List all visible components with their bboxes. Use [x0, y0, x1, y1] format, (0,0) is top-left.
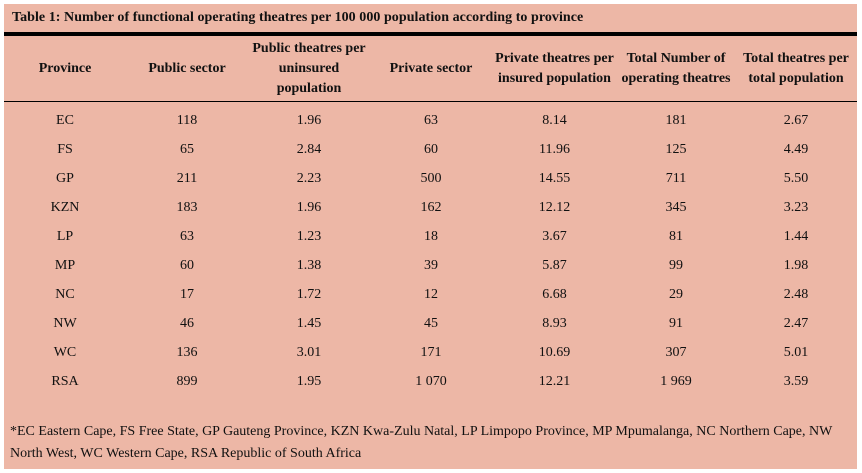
cell-public-sector: 60	[180, 258, 194, 273]
cell-public-sector: 63	[180, 229, 194, 244]
table-footnote: *EC Eastern Cape, FS Free State, GP Gaut…	[10, 424, 833, 461]
cell-total-theatres: 125	[665, 142, 687, 157]
header-province: Province	[38, 60, 92, 76]
cell-province: LP	[56, 229, 74, 244]
cell-public-sector: 46	[180, 316, 194, 331]
cell-total-per-population: 2.48	[783, 287, 809, 302]
cell-province: NW	[53, 316, 77, 331]
cell-private-per-insured: 10.69	[538, 345, 571, 360]
header-row: Province Public sector Public theatres p…	[4, 36, 857, 101]
cell-province: KZN	[50, 200, 80, 215]
cell-private-per-insured: 3.67	[542, 229, 567, 244]
header-rule	[4, 101, 857, 102]
cell-private-sector: 1 070	[415, 374, 447, 389]
header-public-per-uninsured: Public theatres per uninsured population	[252, 40, 366, 96]
cell-total-theatres: 81	[669, 229, 683, 244]
table-row: NW 46 1.45 45 8.93 91 2.47	[4, 309, 857, 338]
cell-total-theatres: 29	[669, 287, 683, 302]
cell-total-per-population: 5.50	[783, 171, 809, 186]
cell-total-theatres: 307	[665, 345, 687, 360]
cell-province: EC	[56, 113, 74, 128]
cell-province: NC	[55, 287, 75, 302]
cell-private-sector: 60	[424, 142, 438, 157]
operating-theatres-table: Province Public sector Public theatres p…	[4, 36, 857, 396]
table-row: GP 211 2.23 500 14.55 711 5.50	[4, 164, 857, 193]
header-total-theatres: Total Number of operating theatres	[621, 50, 731, 86]
cell-private-sector: 18	[424, 229, 438, 244]
cell-public-per-uninsured: 1.45	[296, 316, 322, 331]
cell-total-theatres: 181	[665, 113, 687, 128]
table-caption: Table 1: Number of functional operating …	[12, 10, 584, 25]
cell-public-sector: 136	[176, 345, 198, 360]
cell-public-per-uninsured: 1.23	[296, 229, 322, 244]
table-row: EC 118 1.96 63 8.14 181 2.67	[4, 101, 857, 135]
cell-public-per-uninsured: 1.96	[296, 200, 322, 215]
cell-private-per-insured: 12.21	[538, 374, 571, 389]
cell-private-per-insured: 8.93	[542, 316, 567, 331]
cell-public-sector: 211	[176, 171, 198, 186]
header-total-per-population: Total theatres per total population	[743, 50, 849, 86]
cell-public-sector: 17	[180, 287, 194, 302]
cell-public-per-uninsured: 2.84	[296, 142, 322, 157]
header-private-per-insured: Private theatres per insured population	[495, 50, 614, 86]
cell-private-per-insured: 14.55	[538, 171, 571, 186]
cell-total-theatres: 99	[669, 258, 683, 273]
cell-total-theatres: 345	[665, 200, 687, 215]
cell-private-per-insured: 11.96	[539, 142, 570, 157]
cell-total-per-population: 5.01	[783, 345, 809, 360]
cell-private-sector: 12	[424, 287, 438, 302]
cell-private-per-insured: 5.87	[542, 258, 567, 273]
header-public-sector: Public sector	[148, 60, 226, 76]
cell-total-theatres: 711	[665, 171, 687, 186]
table-row: KZN 183 1.96 162 12.12 345 3.23	[4, 193, 857, 222]
table-row: MP 60 1.38 39 5.87 99 1.98	[4, 251, 857, 280]
cell-private-sector: 45	[424, 316, 438, 331]
cell-private-sector: 63	[424, 113, 438, 128]
cell-total-theatres: 91	[669, 316, 683, 331]
table-row: LP 63 1.23 18 3.67 81 1.44	[4, 222, 857, 251]
cell-public-per-uninsured: 1.95	[296, 374, 322, 389]
table-row: FS 65 2.84 60 11.96 125 4.49	[4, 135, 857, 164]
cell-province: FS	[57, 142, 73, 157]
cell-public-per-uninsured: 1.72	[296, 287, 322, 302]
cell-private-per-insured: 6.68	[542, 287, 567, 302]
cell-public-sector: 183	[176, 200, 198, 215]
cell-total-per-population: 3.23	[783, 200, 809, 215]
cell-province: RSA	[51, 374, 79, 389]
cell-public-sector: 899	[176, 374, 198, 389]
cell-private-sector: 162	[420, 200, 442, 215]
cell-total-per-population: 3.59	[783, 374, 809, 389]
top-rule	[4, 32, 857, 36]
cell-private-per-insured: 12.12	[538, 200, 571, 215]
cell-private-per-insured: 8.14	[542, 113, 567, 128]
table-body: EC 118 1.96 63 8.14 181 2.67 FS 65 2.84 60 11.96 125…	[4, 101, 857, 396]
cell-total-per-population: 1.98	[783, 258, 809, 273]
cell-province: WC	[53, 345, 77, 360]
cell-province: MP	[54, 258, 76, 273]
cell-public-per-uninsured: 1.96	[296, 113, 322, 128]
cell-private-sector: 500	[420, 171, 442, 186]
cell-public-sector: 65	[180, 142, 194, 157]
cell-province: GP	[56, 171, 74, 186]
header-private-sector: Private sector	[389, 60, 473, 76]
cell-public-per-uninsured: 1.38	[296, 258, 322, 273]
table-panel: Table 1: Number of functional operating …	[4, 4, 857, 469]
table-row: NC 17 1.72 12 6.68 29 2.48	[4, 280, 857, 309]
cell-total-theatres: 1 969	[660, 374, 692, 389]
cell-public-sector: 118	[176, 113, 198, 128]
cell-private-sector: 39	[424, 258, 438, 273]
cell-public-per-uninsured: 2.23	[296, 171, 322, 186]
cell-total-per-population: 4.49	[783, 142, 809, 157]
table-row: RSA 899 1.95 1 070 12.21 1 969 3.59	[4, 367, 857, 396]
cell-private-sector: 171	[420, 345, 442, 360]
table-row: WC 136 3.01 171 10.69 307 5.01	[4, 338, 857, 367]
cell-total-per-population: 2.47	[783, 316, 809, 331]
cell-public-per-uninsured: 3.01	[296, 345, 322, 360]
cell-total-per-population: 2.67	[783, 113, 809, 128]
cell-total-per-population: 1.44	[783, 229, 809, 244]
